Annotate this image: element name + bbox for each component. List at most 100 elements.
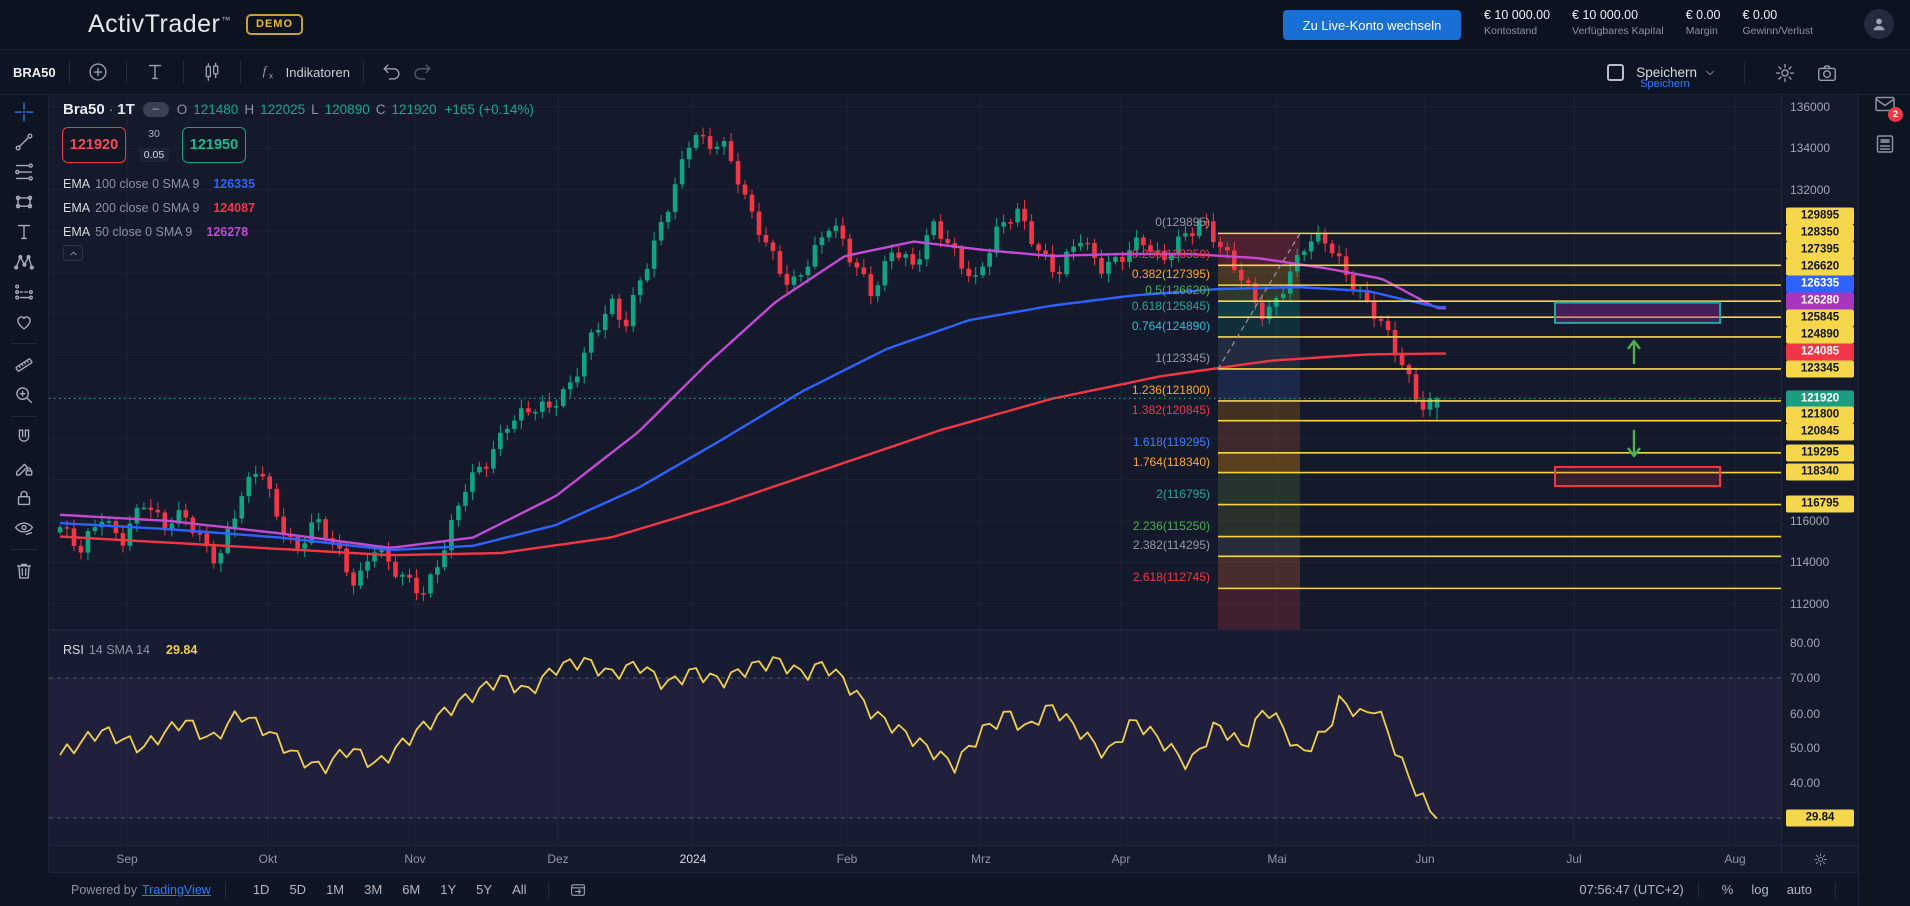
forecast-tool[interactable] [9, 279, 39, 305]
fib-level-label: 2.382(114295) [1132, 538, 1210, 553]
save-layout-button[interactable]: Speichern Speichern [1636, 50, 1719, 95]
rsi-name[interactable]: RSI [63, 643, 84, 657]
settings-button[interactable] [1770, 58, 1800, 88]
compare-add-button[interactable] [83, 57, 113, 87]
text-tool-tool[interactable] [9, 219, 39, 245]
axis-label: 132000 [1790, 183, 1831, 197]
change-value: +165 (+0.14%) [444, 102, 534, 117]
zoom-in-tool[interactable] [9, 382, 39, 408]
hide-all-drawings-tool[interactable] [9, 515, 39, 541]
go-to-date-button[interactable] [563, 875, 593, 905]
ohlc-key: C [375, 102, 386, 117]
axis-label: 134000 [1790, 141, 1831, 155]
timeframe-1y[interactable]: 1Y [440, 882, 457, 897]
switch-to-live-button[interactable]: Zu Live-Konto wechseln [1283, 10, 1461, 40]
ohlc-values: O 121480 H 122025 L 120890 C 121920 [177, 102, 437, 117]
timeframe-1d[interactable]: 1D [252, 882, 270, 897]
redo-button[interactable] [407, 57, 437, 87]
fib-level-label: 0.618(125845) [1131, 299, 1210, 314]
divider [11, 549, 37, 550]
xabcd-pattern-tool[interactable] [9, 249, 39, 275]
fib-level-label: 0.5(126620) [1145, 283, 1210, 298]
price-badge: 120845 [1786, 423, 1854, 441]
indicator-row[interactable]: EMA 50 close 0 SMA 9 126278 [63, 225, 249, 239]
divider [362, 61, 364, 83]
buy-button[interactable]: 121950 [182, 127, 246, 163]
collapse-indicators-button[interactable] [63, 245, 83, 261]
indicator-row[interactable]: EMA 100 close 0 SMA 9 126335 [63, 177, 256, 191]
ohlc-value: 121480 [193, 102, 239, 117]
timeframe-3m[interactable]: 3M [364, 882, 383, 897]
log-scale-button[interactable]: log [1751, 882, 1769, 897]
percent-scale-button[interactable]: % [1721, 882, 1734, 897]
trend-line-tool[interactable] [9, 129, 39, 155]
mail-icon-button[interactable]: 2 [1859, 84, 1910, 124]
save-link[interactable]: Speichern [1640, 78, 1690, 90]
axis-label: 116000 [1790, 514, 1830, 528]
time-axis[interactable]: Sep Okt Nov Dez 2024 Feb Mrz Apr Mai Jun Jul Aug [49, 845, 1781, 872]
legend-timeframe[interactable]: 1T [117, 101, 135, 118]
fib-level-label: 1.382(120845) [1131, 402, 1210, 417]
drawing-toolbar [0, 95, 49, 906]
timeframe-1m[interactable]: 1M [326, 882, 345, 897]
indicator-row[interactable]: EMA 200 close 0 SMA 9 124087 [63, 201, 256, 215]
fib-level-label: 1.764(118340) [1132, 454, 1210, 469]
gear-icon [1813, 852, 1828, 867]
ruler-tool[interactable] [9, 352, 39, 378]
price-badge: 126620 [1786, 258, 1854, 276]
price-badge: 119295 [1786, 444, 1854, 462]
rectangle-tool[interactable] [9, 189, 39, 215]
fib-level-label: 2(116795) [1156, 486, 1210, 501]
month-label: Mrz [971, 852, 991, 866]
crosshair-tool[interactable] [9, 99, 39, 125]
text-tool-button[interactable] [140, 57, 170, 87]
emoji-heart-tool[interactable] [9, 309, 39, 335]
chart-legend: Bra50 · 1T – O 121480 H 122025 L 120890 C 12192… [63, 101, 534, 118]
app-logo: ActivTrader™ [88, 10, 231, 38]
lot-size[interactable]: 0.05 [138, 148, 170, 162]
symbol-button[interactable]: BRA50 [13, 64, 56, 80]
timeframe-5y[interactable]: 5Y [476, 882, 493, 897]
price-axis[interactable]: 136000 134000 132000 116000 114000 112000 80.0… [1781, 95, 1858, 845]
news-icon-button[interactable] [1859, 124, 1910, 164]
axis-settings[interactable] [1781, 845, 1858, 872]
axis-label: 80.00 [1790, 636, 1821, 650]
price-badge: 124890 [1786, 326, 1854, 344]
divider [1744, 61, 1745, 84]
clock[interactable]: 07:56:47 (UTC+2) [1579, 882, 1684, 897]
undo-button[interactable] [377, 57, 407, 87]
magnet-tool[interactable] [9, 425, 39, 451]
rsi-legend: RSI 14 SMA 14 29.84 [63, 643, 197, 657]
timeframe-all[interactable]: All [512, 882, 527, 897]
drawing-mode-lock-tool[interactable] [9, 455, 39, 481]
fib-retracement-tool[interactable] [9, 159, 39, 185]
rsi-value: 29.84 [166, 643, 198, 657]
lock-all-drawings-tool[interactable] [9, 485, 39, 511]
timeframe-6m[interactable]: 6M [402, 882, 421, 897]
tradingview-link[interactable]: TradingView [142, 882, 211, 897]
layout-checkbox[interactable] [1607, 64, 1625, 81]
chart-type-button[interactable] [197, 57, 227, 87]
auto-scale-button[interactable]: auto [1786, 882, 1812, 897]
fib-level-label: 1.236(121800) [1131, 382, 1210, 397]
month-label: Nov [404, 852, 426, 866]
month-label: Feb [836, 852, 858, 866]
sell-button[interactable]: 121920 [62, 127, 126, 163]
screenshot-button[interactable] [1812, 58, 1842, 88]
divider [125, 61, 127, 83]
axis-label: 40.00 [1790, 776, 1821, 790]
timeframe-5d[interactable]: 5D [289, 882, 307, 897]
trade-widget: 121920 30 0.05 121950 [62, 127, 246, 163]
legend-symbol[interactable]: Bra50 [63, 101, 105, 118]
divider [11, 343, 37, 344]
remove-all-drawings-tool[interactable] [9, 558, 39, 584]
chevron-up-icon [67, 247, 80, 260]
avatar[interactable] [1864, 9, 1894, 39]
month-label: 2024 [679, 852, 707, 866]
market-status-chip[interactable]: – [142, 102, 169, 117]
fib-level-label: 1.618(119295) [1132, 434, 1210, 449]
